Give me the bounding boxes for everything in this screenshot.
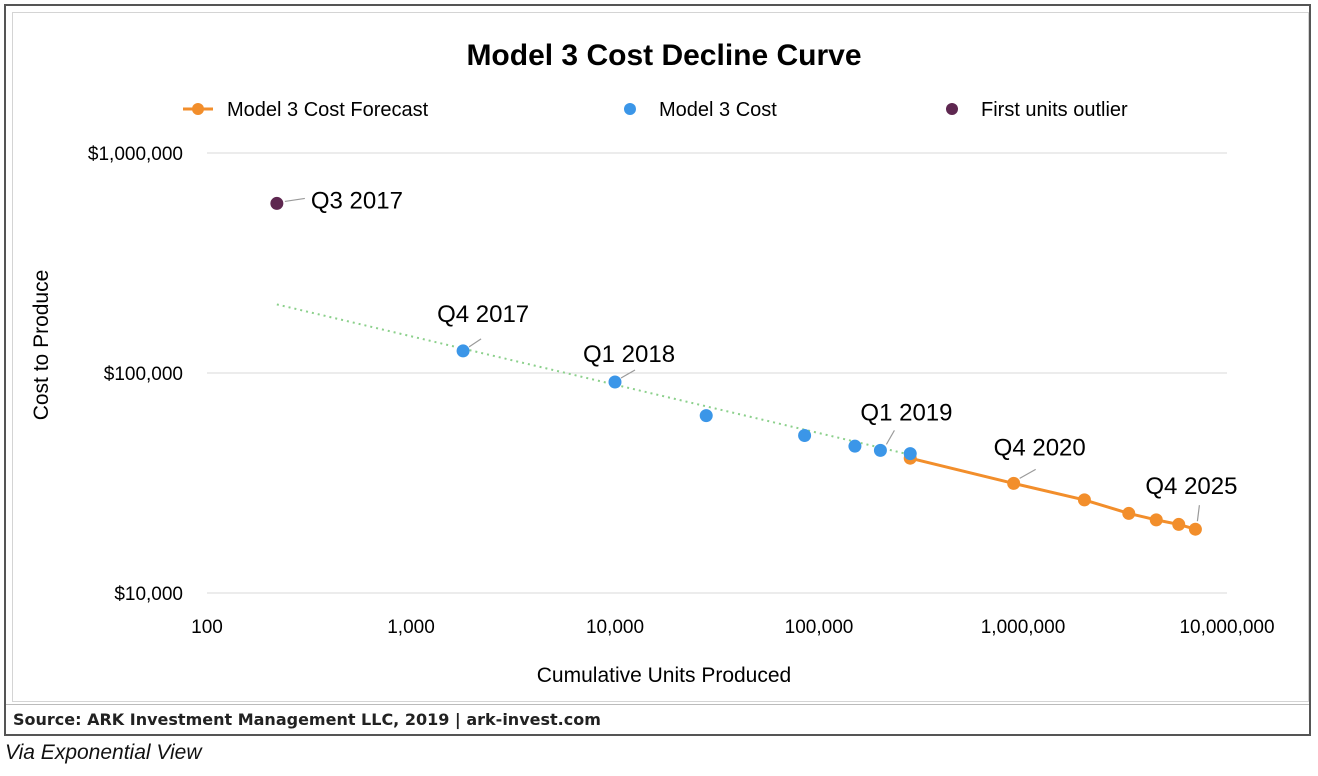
x-tick-label: 100 (191, 617, 223, 638)
y-axis-label: Cost to Produce (30, 270, 53, 421)
y-axis: $10,000 $100,000 $1,000,000 (88, 144, 183, 605)
data-point (1007, 476, 1021, 490)
annotation-label: Q1 2019 (860, 399, 952, 426)
annotation-label: Q4 2020 (994, 434, 1086, 461)
annotation-label: Q1 2018 (583, 341, 675, 368)
x-tick-label: 10,000 (586, 617, 644, 638)
data-point (848, 439, 862, 453)
x-tick-label: 1,000,000 (981, 617, 1066, 638)
source-bar: Source: ARK Investment Management LLC, 2… (6, 704, 1309, 735)
x-axis-label: Cumulative Units Produced (537, 664, 791, 687)
y-tick-label: $1,000,000 (88, 144, 183, 165)
trendline (276, 303, 911, 456)
data-point (1188, 522, 1202, 536)
markers-first-units-outlier (270, 196, 284, 210)
annotation-label: Q4 2025 (1145, 473, 1237, 500)
annotation-leader (620, 369, 636, 379)
x-axis: 100 1,000 10,000 100,000 1,000,000 10,000,000 (191, 617, 1274, 638)
legend: Model 3 Cost Forecast Model 3 Cost First u… (183, 99, 1128, 121)
data-point (1172, 517, 1186, 531)
data-point (873, 443, 887, 457)
legend-item: First units outlier (946, 99, 1128, 121)
data-point (798, 428, 812, 442)
legend-swatch-marker (946, 103, 958, 115)
data-point (1122, 506, 1136, 520)
data-point (608, 375, 622, 389)
annotation-leader (1019, 468, 1036, 479)
x-tick-label: 10,000,000 (1179, 617, 1274, 638)
data-point (1077, 493, 1091, 507)
legend-label: First units outlier (981, 99, 1128, 121)
legend-label: Model 3 Cost Forecast (227, 99, 429, 121)
data-point (903, 447, 917, 461)
chart-frame: Model 3 Cost Decline Curve Model 3 Cost … (4, 4, 1311, 736)
legend-swatch-marker (624, 103, 636, 115)
via-caption: Via Exponential View (5, 741, 202, 764)
data-point (1149, 513, 1163, 527)
data-point (456, 344, 470, 358)
x-tick-label: 100,000 (785, 617, 854, 638)
data-point (270, 196, 284, 210)
y-tick-label: $100,000 (104, 364, 183, 385)
chart-area: Model 3 Cost Decline Curve Model 3 Cost … (12, 12, 1309, 702)
x-tick-label: 1,000 (387, 617, 435, 638)
series-layer (270, 196, 1202, 536)
source-text: Source: ARK Investment Management LLC, 2… (13, 710, 601, 729)
legend-item: Model 3 Cost Forecast (183, 99, 429, 121)
annotation-label: Q3 2017 (311, 187, 403, 214)
legend-item: Model 3 Cost (624, 99, 777, 121)
data-point (699, 409, 713, 423)
annotation-leader (468, 338, 482, 348)
legend-swatch-marker (192, 103, 204, 115)
annotation-layer: Q3 2017 Q4 2017 Q1 2018 Q1 2019 Q4 2020 Q4 20… (284, 187, 1237, 522)
y-tick-label: $10,000 (114, 584, 183, 605)
chart-title: Model 3 Cost Decline Curve (466, 39, 861, 72)
chart-svg: Model 3 Cost Decline Curve Model 3 Cost … (30, 39, 1275, 687)
legend-label: Model 3 Cost (659, 99, 777, 121)
gridlines (207, 152, 1227, 594)
markers-model-3-cost (456, 344, 917, 461)
annotation-leader (885, 430, 895, 445)
annotation-leader (1196, 505, 1200, 522)
annotation-label: Q4 2017 (437, 301, 529, 328)
annotation-leader (284, 197, 305, 203)
